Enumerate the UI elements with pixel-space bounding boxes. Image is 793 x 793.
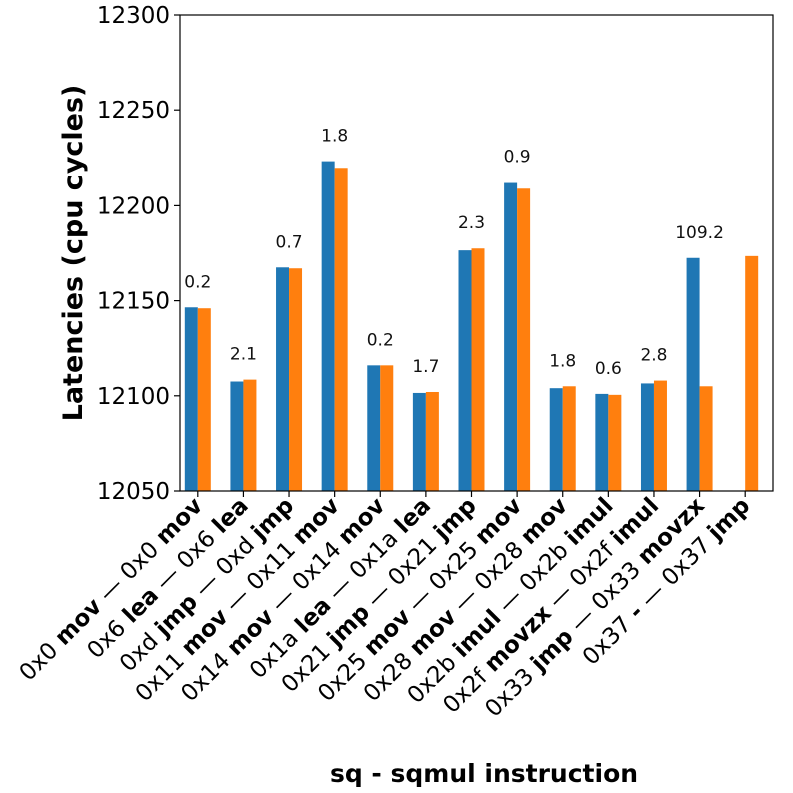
y-tick-label: 12300 xyxy=(97,3,170,29)
bar-sqmul xyxy=(380,365,394,491)
bar-data-label: 109.2 xyxy=(675,223,724,243)
bar-sq xyxy=(549,388,563,491)
bar-sq xyxy=(504,182,518,491)
bar-sq xyxy=(686,257,700,491)
bar-sqmul xyxy=(425,391,439,491)
y-tick-label: 12250 xyxy=(97,98,170,124)
plot-area: 0.2 2.1 0.7 1.8 0.2 1.7 2.3 0.9 1.8 0.6 2.8 109.2 xyxy=(184,127,759,491)
bar-sqmul xyxy=(653,380,667,491)
bar-sq xyxy=(595,393,609,491)
y-tick-label: 12200 xyxy=(97,193,170,219)
bar-sqmul xyxy=(243,379,257,491)
bar-sq xyxy=(458,250,472,491)
bar-sqmul xyxy=(608,394,622,491)
bar-sqmul xyxy=(197,308,211,491)
bar-data-label: 1.7 xyxy=(412,357,439,377)
bar-sqmul xyxy=(334,168,348,491)
bar-sqmul xyxy=(745,255,759,491)
plot-frame xyxy=(179,14,774,492)
bar-data-label: 0.7 xyxy=(276,232,303,252)
bar-data-label: 2.8 xyxy=(640,346,667,366)
bar-sq xyxy=(640,383,654,491)
x-axis-label: sq - sqmul instruction xyxy=(330,759,638,788)
bar-sqmul xyxy=(699,386,713,491)
bar-sqmul xyxy=(289,268,303,491)
bar-sqmul xyxy=(517,188,531,491)
y-axis-label: Latencies (cpu cycles) xyxy=(58,85,89,422)
bar-data-label: 0.2 xyxy=(184,272,211,292)
bar-sq xyxy=(321,161,335,491)
bar-sq xyxy=(184,307,198,491)
bar-sqmul xyxy=(562,386,576,491)
bar-data-label: 2.3 xyxy=(458,213,485,233)
y-tick-label: 12150 xyxy=(97,289,170,315)
bar-data-label: 2.1 xyxy=(230,345,257,365)
y-axis: 12050 12100 12150 12200 12250 12300 xyxy=(97,3,180,505)
bar-data-label: 0.9 xyxy=(504,148,531,168)
bar-sq xyxy=(367,365,381,491)
bar-sq xyxy=(276,267,290,491)
bar-sq xyxy=(230,381,244,491)
bar-data-label: 0.2 xyxy=(367,330,394,350)
y-tick-label: 12050 xyxy=(97,479,170,505)
bar-data-label: 1.8 xyxy=(549,351,576,371)
bar-sqmul xyxy=(471,248,485,491)
bar-data-label: 1.8 xyxy=(321,127,348,147)
bar-data-label: 0.6 xyxy=(595,359,622,379)
y-tick-label: 12100 xyxy=(97,384,170,410)
bar-sq xyxy=(412,392,426,491)
